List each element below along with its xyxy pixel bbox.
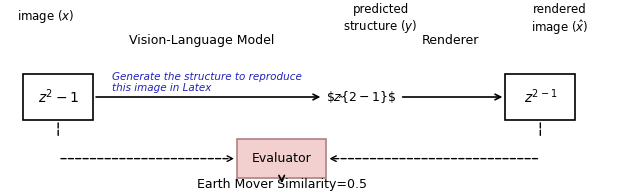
Text: $\$z\hat{}\{2-1\}\$$: $\$z\hat{}\{2-1\}\$$ bbox=[326, 89, 397, 105]
Text: Vision-Language Model: Vision-Language Model bbox=[129, 34, 275, 47]
Text: Generate the structure to reproduce
this image in Latex: Generate the structure to reproduce this… bbox=[113, 72, 302, 93]
FancyBboxPatch shape bbox=[23, 74, 93, 120]
FancyBboxPatch shape bbox=[505, 74, 575, 120]
Text: Renderer: Renderer bbox=[422, 34, 479, 47]
Text: image $(x)$: image $(x)$ bbox=[17, 8, 74, 25]
Text: Evaluator: Evaluator bbox=[252, 152, 312, 165]
Text: $z^{2-1}$: $z^{2-1}$ bbox=[524, 88, 557, 106]
Text: rendered
image $(\hat{x})$: rendered image $(\hat{x})$ bbox=[531, 3, 588, 37]
Text: predicted
structure $(y)$: predicted structure $(y)$ bbox=[344, 3, 418, 35]
FancyBboxPatch shape bbox=[237, 139, 326, 178]
Text: Earth Mover Similarity=0.5: Earth Mover Similarity=0.5 bbox=[196, 178, 367, 191]
Text: $z^2-1$: $z^2-1$ bbox=[38, 88, 79, 106]
